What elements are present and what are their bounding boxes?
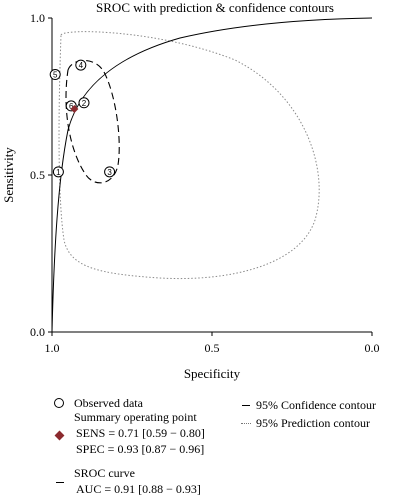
legend-sroc-title: SROC curve <box>74 466 135 480</box>
confidence-contour <box>65 59 120 184</box>
observed-point-label: 6 <box>69 102 74 111</box>
plot-frame <box>51 18 372 333</box>
observed-point-label: 3 <box>107 168 112 177</box>
y-axis-label: Sensitivity <box>1 147 16 203</box>
legend-prediction-label: 95% Prediction contour <box>256 416 370 430</box>
legend-observed-label: Observed data <box>74 396 143 410</box>
observed-point-label: 2 <box>82 99 87 108</box>
y-tick-label: 0.0 <box>30 325 45 339</box>
y-tick-label: 0.5 <box>30 168 45 182</box>
legend-observed-icon <box>54 398 64 408</box>
observed-point <box>104 166 116 178</box>
legend-confidence-label: 95% Confidence contour <box>256 398 376 412</box>
summary-point-group <box>70 105 79 114</box>
axis-ticks: 1.0 0.5 0.0 0.0 0.5 1.0 <box>30 11 380 355</box>
prediction-contour <box>58 31 320 280</box>
observed-point <box>49 69 61 81</box>
legend-summary-title: Summary operating point <box>74 410 197 424</box>
observed-point <box>52 166 64 178</box>
observed-point <box>75 59 87 71</box>
observed-point-label: 5 <box>53 71 58 80</box>
x-axis-label: Specificity <box>184 366 241 381</box>
observed-point-label: 4 <box>79 61 84 70</box>
sroc-curve <box>51 17 373 333</box>
x-tick-label: 0.0 <box>365 341 380 355</box>
chart-title: SROC with prediction & confidence contou… <box>96 0 334 15</box>
observed-point <box>78 97 90 109</box>
x-tick-label: 0.5 <box>205 341 220 355</box>
legend-sens: SENS = 0.71 [0.59 − 0.80] <box>76 426 205 440</box>
summary-point <box>70 105 79 114</box>
x-tick-label: 1.0 <box>45 341 60 355</box>
observed-points: 1 2 3 4 5 6 <box>49 59 116 178</box>
legend-confidence-icon <box>242 405 250 406</box>
legend-spec: SPEC = 0.93 [0.87 − 0.96] <box>76 442 205 456</box>
observed-point-label: 1 <box>56 168 61 177</box>
legend-sroc-icon <box>56 482 64 483</box>
legend-auc: AUC = 0.91 [0.88 − 0.93] <box>76 482 201 496</box>
legend-prediction-icon <box>241 423 251 424</box>
y-tick-label: 1.0 <box>30 11 45 25</box>
